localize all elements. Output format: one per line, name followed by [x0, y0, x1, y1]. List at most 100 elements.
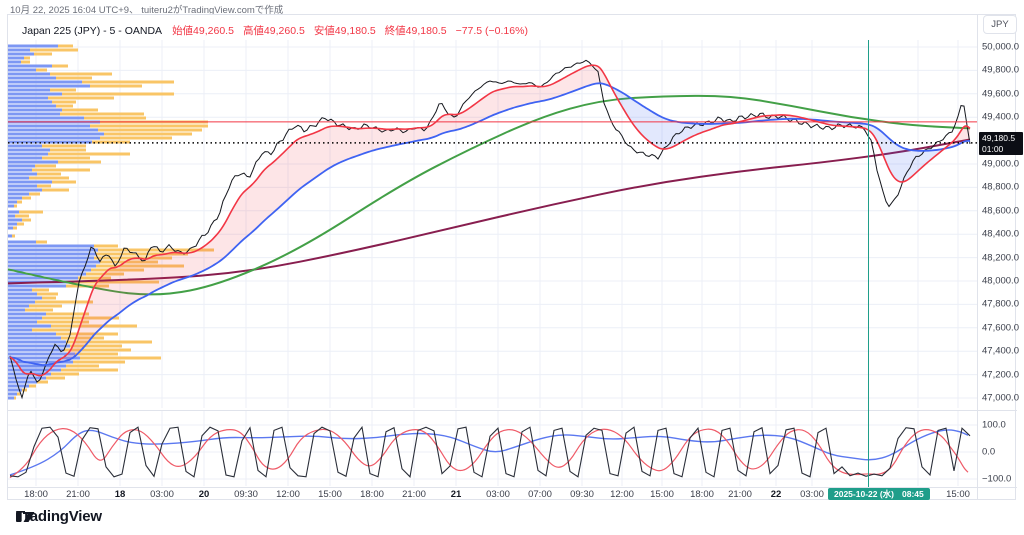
oscillator-tick-label: −100.0 — [982, 473, 1012, 485]
volume-profile-bar — [8, 140, 92, 144]
volume-profile-bar — [8, 344, 70, 348]
volume-profile-bar — [30, 48, 78, 52]
volume-profile-bar — [8, 92, 62, 96]
volume-profile-bar — [8, 56, 24, 60]
volume-profile-bar — [8, 320, 37, 324]
oscillator-red-line — [9, 428, 969, 479]
volume-profile-bar — [71, 280, 159, 284]
price-tick-label: 49,000.0 — [982, 158, 1019, 170]
time-tick-label: 18:00 — [360, 489, 384, 500]
volume-profile-bar — [8, 368, 61, 372]
volume-profile-bar — [50, 72, 112, 76]
volume-profile-bar — [8, 44, 58, 48]
price-series — [9, 59, 971, 400]
volume-profile-bar — [8, 292, 37, 296]
volume-profile-bar — [42, 188, 69, 192]
price-axis-separator — [977, 14, 978, 500]
tradingview-wordmark: TradingView — [16, 508, 102, 525]
volume-profile-bar — [84, 116, 146, 120]
volume-profile-bar — [8, 136, 100, 140]
volume-profile-bar — [52, 100, 76, 104]
volume-profile-bar — [70, 344, 122, 348]
volume-profile-bar — [37, 380, 48, 384]
price-tick-label: 47,400.0 — [982, 345, 1019, 357]
price-tick-label: 48,800.0 — [982, 181, 1019, 193]
price-tick-label: 48,000.0 — [982, 275, 1019, 287]
volume-profile-bar — [90, 124, 208, 128]
volume-profile-bar — [14, 204, 17, 208]
currency-button[interactable]: JPY — [983, 15, 1017, 34]
last-price-value: 49,180.5 — [982, 133, 1016, 143]
volume-profile-bar — [8, 272, 86, 276]
time-tick-label: 03:00 — [150, 489, 174, 500]
volume-profile-bar — [8, 296, 42, 300]
volume-profile-bar — [8, 96, 48, 100]
volume-profile-bar — [8, 300, 35, 304]
volume-profile-bar — [13, 226, 17, 230]
volume-profile-bar — [8, 192, 29, 196]
oscillator-svg[interactable] — [8, 411, 977, 486]
volume-profile-bar — [96, 264, 184, 268]
volume-profile-bar — [42, 156, 90, 160]
volume-profile-bar — [51, 324, 137, 328]
volume-profile-bar — [8, 152, 48, 156]
volume-profile-bar — [42, 144, 86, 148]
time-axis-separator — [7, 487, 1017, 488]
price-tick-label: 49,600.0 — [982, 88, 1019, 100]
volume-profile-bar — [8, 124, 90, 128]
volume-profile-bar — [8, 196, 22, 200]
volume-profile-bar — [29, 384, 36, 388]
volume-profile-bar — [8, 260, 100, 264]
volume-profile-bar — [8, 316, 42, 320]
footer-brand[interactable]: TradingView — [16, 508, 102, 525]
volume-profile-bar — [8, 222, 17, 226]
volume-profile-bar — [22, 218, 31, 222]
tradingview-logo-icon — [16, 512, 35, 522]
volume-profile-bar — [50, 88, 76, 92]
volume-profile-bar — [8, 364, 66, 368]
volume-profile-bar — [8, 60, 21, 64]
volume-profile-bar — [8, 164, 35, 168]
volume-profile-bar — [36, 240, 47, 244]
volume-profile-bar — [37, 172, 61, 176]
session-start-vline — [868, 40, 869, 487]
ma-maroon-line — [7, 138, 971, 285]
time-tick-label: 12:00 — [276, 489, 300, 500]
volume-profile-bar — [29, 176, 69, 180]
oscillator-blue-line — [9, 429, 969, 476]
volume-profile-bar — [62, 108, 98, 112]
volume-profile-bar — [15, 214, 29, 218]
volume-profile-bar — [56, 104, 73, 108]
time-tick-label: 03:00 — [800, 489, 824, 500]
symbol-title[interactable]: Japan 225 (JPY) - 5 - OANDA — [22, 25, 163, 37]
volume-profile-bar — [36, 68, 47, 72]
volume-profile-bar — [8, 172, 37, 176]
volume-profile-bar — [8, 268, 91, 272]
volume-profile-bar — [50, 148, 86, 152]
volume-profile-bar — [8, 160, 58, 164]
pane-separator[interactable] — [7, 410, 1017, 411]
volume-profile-bar — [8, 284, 66, 288]
volume-profile-bar — [91, 268, 144, 272]
volume-profile-bar — [82, 80, 174, 84]
volume-profile-bar — [48, 152, 130, 156]
volume-profile-bar — [78, 276, 111, 280]
main-chart-svg[interactable] — [7, 40, 977, 408]
chart-frame — [7, 14, 1016, 500]
volume-profile-bar — [8, 184, 37, 188]
volume-profile-bar — [8, 324, 51, 328]
volume-profile-bar — [8, 64, 52, 68]
volume-profile-bar — [8, 240, 36, 244]
oscillator-tick-label: 0.0 — [982, 446, 996, 458]
price-tick-label: 48,600.0 — [982, 205, 1019, 217]
volume-profile-bar — [8, 72, 50, 76]
volume-profile-bar — [92, 140, 130, 144]
price-tick-label: 49,400.0 — [982, 111, 1019, 123]
volume-profile-bar — [60, 112, 144, 116]
volume-profile-bar — [56, 332, 118, 336]
volume-profile-bar — [8, 104, 56, 108]
price-tick-label: 48,200.0 — [982, 252, 1019, 264]
volume-profile-bar — [42, 296, 56, 300]
volume-profile-bar — [8, 116, 84, 120]
ma-green-line — [7, 94, 971, 296]
